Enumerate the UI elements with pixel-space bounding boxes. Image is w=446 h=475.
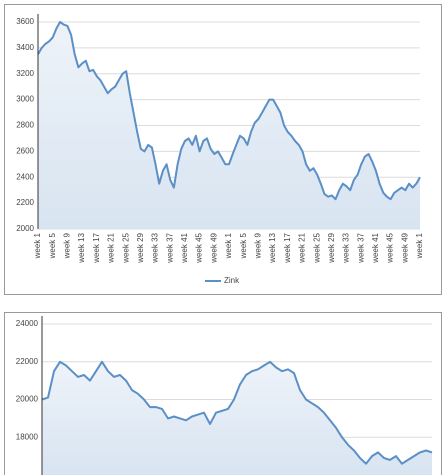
x-tick-label: week 1	[224, 232, 233, 259]
x-tick-label: week 49	[209, 232, 218, 263]
x-tick-label: week 45	[386, 232, 395, 263]
x-tick-label: week 1	[33, 232, 42, 259]
x-tick-label: week 17	[283, 232, 292, 263]
x-tick-label: week 45	[195, 232, 204, 263]
y-tick-label: 2600	[16, 146, 34, 155]
x-tick-label: week 41	[371, 232, 380, 263]
y-tick-label: 2000	[16, 224, 34, 233]
y-tick-label: 2400	[16, 172, 34, 181]
x-tick-label: week 21	[107, 232, 116, 263]
y-tick-label: 3000	[16, 95, 34, 104]
line	[37, 21, 421, 201]
x-tick-label: week 33	[151, 232, 160, 263]
x-tick-label: week 9	[62, 232, 71, 259]
x-tick-label: week 33	[342, 232, 351, 263]
line	[41, 360, 433, 465]
x-tick-label: week 29	[327, 232, 336, 263]
y-tick-label: 24000	[16, 319, 39, 328]
x-tick-label: week 29	[136, 232, 145, 263]
x-tick-label: week 25	[121, 232, 130, 263]
x-tick-label: week 37	[356, 232, 365, 263]
area-fill	[42, 361, 432, 475]
x-tick-label: week 41	[180, 232, 189, 263]
x-tick-label: week 1	[415, 232, 424, 259]
y-tick-label: 3400	[16, 43, 34, 52]
y-tick-label: 18000	[16, 432, 39, 441]
area-fill	[38, 22, 420, 229]
x-tick-label: week 17	[92, 232, 101, 263]
x-tick-label: week 5	[48, 232, 57, 259]
x-tick-label: week 9	[253, 232, 262, 259]
x-tick-label: week 13	[77, 232, 86, 263]
x-tick-label: week 49	[400, 232, 409, 263]
x-tick-label: week 37	[165, 232, 174, 263]
x-tick-label: week 13	[268, 232, 277, 263]
x-tick-label: week 21	[298, 232, 307, 263]
y-tick-label: 20000	[16, 395, 39, 404]
y-tick-label: 2800	[16, 121, 34, 130]
x-tick-label: week 25	[312, 232, 321, 263]
y-tick-label: 3200	[16, 69, 34, 78]
y-tick-label: 22000	[16, 357, 39, 366]
y-tick-label: 2200	[16, 198, 34, 207]
y-tick-label: 3600	[16, 17, 34, 26]
legend-label: Zink	[224, 276, 240, 285]
x-tick-label: week 5	[239, 232, 248, 259]
